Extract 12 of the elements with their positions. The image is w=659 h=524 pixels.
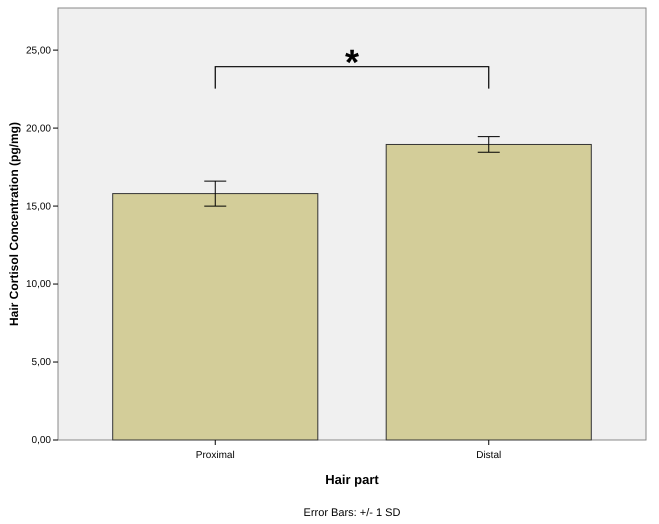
y-tick-label: 10,00 <box>26 279 52 290</box>
y-tick-label: 20,00 <box>26 123 52 134</box>
y-tick-label: 25,00 <box>26 45 52 56</box>
text: Error Bars: +/- 1 SD <box>304 507 400 519</box>
y-axis-title: Hair Cortisol Concentration (pg/mg) <box>7 122 21 326</box>
x-tick-label: Proximal <box>196 450 235 461</box>
x-axis-title: Hair part <box>325 472 380 487</box>
x-tick-label: Distal <box>476 450 502 461</box>
y-tick-label: 0,00 <box>32 435 52 446</box>
y-tick-label: 5,00 <box>32 357 52 368</box>
y-tick-label: 15,00 <box>26 201 52 212</box>
annotation: * <box>344 42 360 83</box>
